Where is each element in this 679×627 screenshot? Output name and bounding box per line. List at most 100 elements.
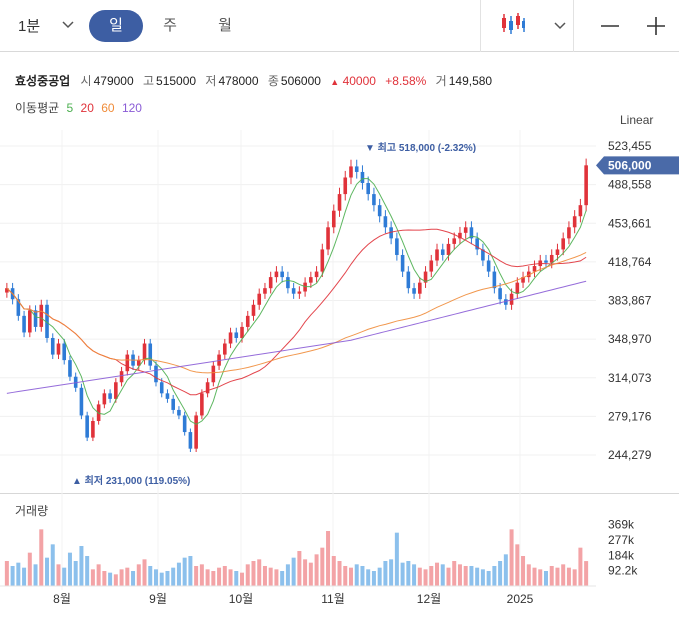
candle: [62, 343, 67, 361]
candle: [280, 271, 284, 278]
candle: [309, 277, 313, 283]
candle: [377, 205, 382, 217]
candle: [326, 227, 330, 250]
volume-bar: [337, 561, 342, 586]
zoom-out-button[interactable]: [596, 12, 624, 40]
candle: [5, 288, 9, 293]
volume-bar: [245, 564, 250, 586]
high-value: 515000: [156, 74, 197, 88]
volume-bar: [131, 571, 136, 586]
chart-type-dropdown[interactable]: [500, 12, 566, 41]
chevron-down-icon: [62, 20, 74, 32]
chevron-down-icon: [554, 21, 566, 33]
interval-dropdown[interactable]: 1분: [18, 15, 74, 36]
max-price-annotation: ▼ 최고 518,000 (-2.32%): [365, 141, 476, 154]
candle: [257, 293, 262, 305]
candle: [406, 271, 411, 289]
candle: [429, 260, 434, 272]
volume-bar: [457, 564, 462, 586]
scale-toggle[interactable]: Linear: [620, 113, 654, 127]
candle: [28, 310, 32, 333]
candle: [22, 315, 26, 333]
low-label: 저: [205, 74, 217, 88]
ma-label: 이동평균: [15, 101, 60, 115]
volume-bar: [463, 566, 468, 586]
toolbar-divider: [480, 0, 481, 52]
candle: [567, 227, 571, 239]
volume-bar: [228, 569, 233, 586]
volume-bar: [360, 566, 365, 586]
volume-bar: [549, 566, 554, 586]
ma120-line: [6, 280, 587, 394]
candle: [188, 432, 193, 449]
tab-month[interactable]: 월: [218, 17, 232, 34]
candle: [314, 271, 319, 278]
current-price-badge: [596, 156, 679, 175]
candle: [245, 315, 250, 327]
high-label: 고: [142, 74, 155, 88]
candle: [50, 337, 55, 355]
volume-bar: [308, 562, 313, 586]
volume-bar: [182, 557, 187, 586]
ma-60: 60: [101, 101, 115, 115]
close-value: 506000: [280, 74, 321, 88]
candle: [79, 387, 84, 416]
volume-bar: [543, 571, 548, 586]
tab-week[interactable]: 주: [163, 17, 177, 34]
candle: [578, 205, 583, 217]
volume-bar: [475, 567, 480, 586]
volume-axis-label: 277k: [608, 533, 635, 547]
candle: [492, 271, 497, 289]
volume-bar: [251, 561, 256, 586]
ma-5: 5: [66, 101, 74, 115]
volume-bar: [234, 571, 239, 586]
candle: [205, 382, 210, 394]
candle: [389, 227, 393, 239]
zoom-in-button[interactable]: [642, 12, 670, 40]
volume-bar: [96, 564, 101, 586]
time-axis-label: 10월: [229, 592, 253, 606]
volume-bar: [348, 567, 353, 586]
candle: [555, 249, 560, 255]
candle: [234, 332, 239, 338]
candle: [331, 210, 336, 228]
volume-bar: [406, 561, 411, 586]
volume-bar: [469, 566, 474, 586]
volume-bar: [142, 559, 147, 586]
interval-value: 1분: [18, 18, 41, 35]
volume-bar: [27, 552, 32, 586]
ma-120: 120: [121, 101, 142, 115]
volume-bar: [515, 544, 520, 586]
volume-bar: [50, 544, 55, 586]
candle: [200, 393, 204, 416]
candle: [521, 277, 525, 283]
ma5-line: [6, 178, 587, 425]
candle: [544, 260, 548, 263]
volume-bar: [222, 566, 227, 586]
candle: [39, 304, 44, 327]
volume-bar: [526, 564, 531, 586]
volume-bar: [555, 567, 560, 586]
candle: [102, 393, 107, 405]
volume-bar: [417, 567, 422, 586]
price-axis-label: 453,661: [608, 216, 652, 230]
volume-bar: [320, 547, 325, 586]
volume-bar: [56, 564, 61, 586]
candle: [136, 360, 141, 366]
candle: [584, 165, 588, 206]
volume-bar: [400, 562, 405, 586]
volume-axis-label: 369k: [608, 518, 635, 532]
change-value: 40000: [342, 74, 376, 88]
volume-bar: [452, 561, 457, 586]
tab-day[interactable]: 일: [89, 10, 143, 42]
low-value: 478000: [218, 74, 259, 88]
candle: [91, 420, 95, 438]
candle: [515, 282, 520, 294]
volume-bar: [578, 547, 583, 586]
volume-bar: [22, 567, 27, 586]
volume-bar: [268, 567, 273, 586]
ma-legend[interactable]: 이동평균 5 20 60 120: [15, 99, 146, 116]
current-price-label: 506,000: [608, 158, 652, 172]
candle: [526, 271, 531, 278]
